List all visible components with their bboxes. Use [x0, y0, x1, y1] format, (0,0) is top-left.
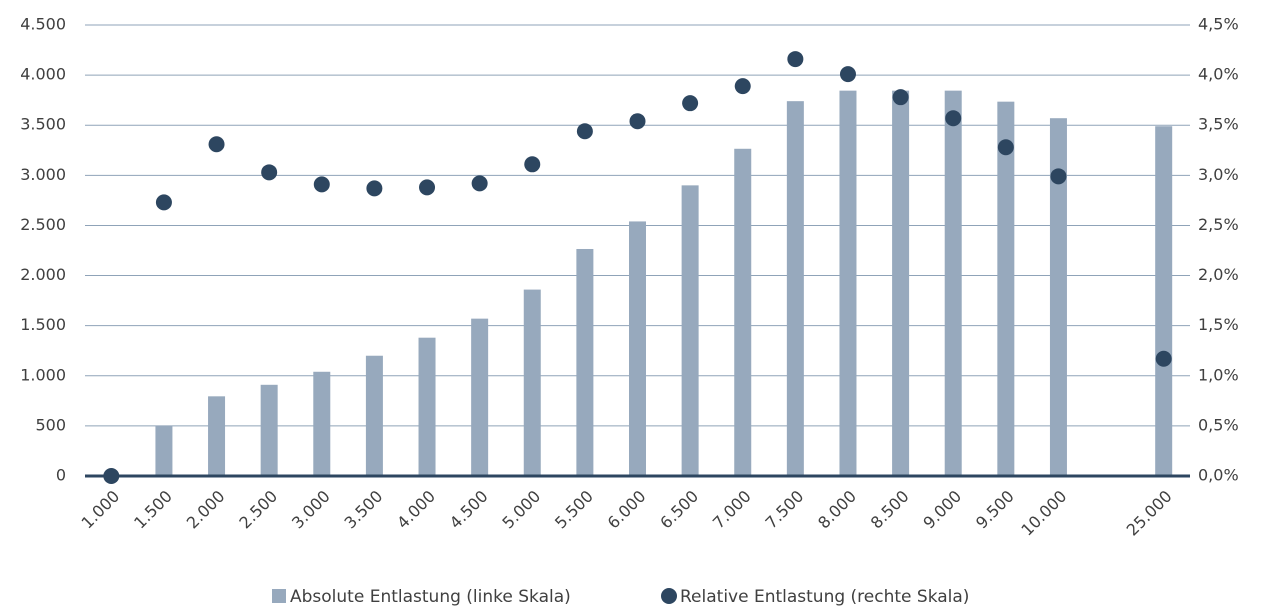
bar [786, 101, 804, 477]
y-tick-label: 2.500 [20, 215, 66, 234]
x-tick-label: 3.000 [288, 487, 334, 533]
dot [471, 175, 488, 192]
dot [1050, 168, 1067, 185]
y2-tick-label: 2,0% [1198, 265, 1239, 284]
bar [260, 384, 278, 476]
dot [103, 468, 120, 484]
dot [629, 113, 646, 130]
x-tick-label: 7.000 [709, 487, 755, 533]
dot [366, 180, 383, 197]
x-tick-label: 1.000 [77, 487, 123, 533]
legend-label: Absolute Entlastung (linke Skala) [290, 587, 571, 607]
dot [261, 164, 278, 181]
dot [155, 194, 172, 211]
y2-tick-label: 4,0% [1198, 65, 1239, 84]
y-tick-label: 3.000 [20, 165, 66, 184]
dot [734, 78, 751, 95]
x-tick-label: 8.500 [867, 487, 913, 533]
dot [419, 179, 436, 196]
bar [734, 148, 752, 476]
y-tick-label: 1.000 [20, 365, 66, 384]
x-tick-label: 2.500 [235, 487, 281, 533]
x-tick-label: 4.500 [446, 487, 492, 533]
bar [365, 355, 383, 476]
y2-tick-label: 1,5% [1198, 315, 1239, 334]
dot [945, 110, 962, 127]
dot [1155, 350, 1172, 367]
legend-label: Relative Entlastung (rechte Skala) [680, 587, 969, 607]
y2-tick-label: 0,5% [1198, 415, 1239, 434]
bar [892, 90, 910, 476]
x-tick-label: 6.500 [656, 487, 702, 533]
bar [1049, 118, 1067, 476]
x-tick-label: 25.000 [1123, 487, 1176, 540]
x-tick-label: 6.000 [604, 487, 650, 533]
x-tick-label: 9.500 [972, 487, 1018, 533]
dot [787, 51, 804, 68]
bar [681, 185, 699, 476]
x-tick-label: 9.000 [919, 487, 965, 533]
dot [839, 66, 856, 83]
y-tick-label: 4.500 [20, 15, 66, 34]
dot [892, 89, 909, 106]
y-tick-label: 1.500 [20, 315, 66, 334]
x-tick-label: 5.000 [498, 487, 544, 533]
x-tick-label: 1.500 [130, 487, 176, 533]
bar [944, 90, 962, 476]
bar [313, 371, 331, 476]
x-tick-label: 3.500 [341, 487, 387, 533]
bar [155, 425, 173, 476]
y-tick-label: 4.000 [20, 65, 66, 84]
dot [313, 176, 330, 193]
bar [471, 318, 489, 476]
bar [1155, 126, 1173, 477]
y-tick-label: 0 [56, 466, 66, 485]
x-tick-label: 2.000 [183, 487, 229, 533]
bar [576, 248, 594, 476]
bar [839, 90, 857, 476]
y2-tick-label: 3,0% [1198, 165, 1239, 184]
y-tick-label: 3.500 [20, 115, 66, 134]
legend-swatch [272, 589, 286, 603]
y2-tick-label: 3,5% [1198, 115, 1239, 134]
y-tick-label: 500 [35, 415, 66, 434]
dot [576, 123, 593, 140]
legend-swatch [661, 588, 677, 604]
x-tick-label: 5.500 [551, 487, 597, 533]
dot [997, 139, 1014, 156]
x-tick-label: 10.000 [1017, 487, 1070, 540]
bar [523, 289, 541, 476]
dot [208, 136, 225, 153]
y2-tick-label: 4,5% [1198, 15, 1239, 34]
x-tick-label: 4.000 [393, 487, 439, 533]
bar [418, 337, 436, 476]
y2-tick-label: 0,0% [1198, 466, 1239, 485]
bar [208, 396, 226, 476]
bar [629, 221, 646, 476]
y-tick-label: 2.000 [20, 265, 66, 284]
y2-tick-label: 1,0% [1198, 365, 1239, 384]
dot [682, 95, 699, 112]
dot [524, 156, 541, 173]
y2-tick-label: 2,5% [1198, 215, 1239, 234]
bar [997, 101, 1015, 477]
x-tick-label: 7.500 [762, 487, 808, 533]
x-tick-label: 8.000 [814, 487, 860, 533]
